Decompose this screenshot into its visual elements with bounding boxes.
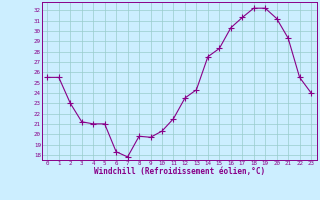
X-axis label: Windchill (Refroidissement éolien,°C): Windchill (Refroidissement éolien,°C) (94, 167, 265, 176)
